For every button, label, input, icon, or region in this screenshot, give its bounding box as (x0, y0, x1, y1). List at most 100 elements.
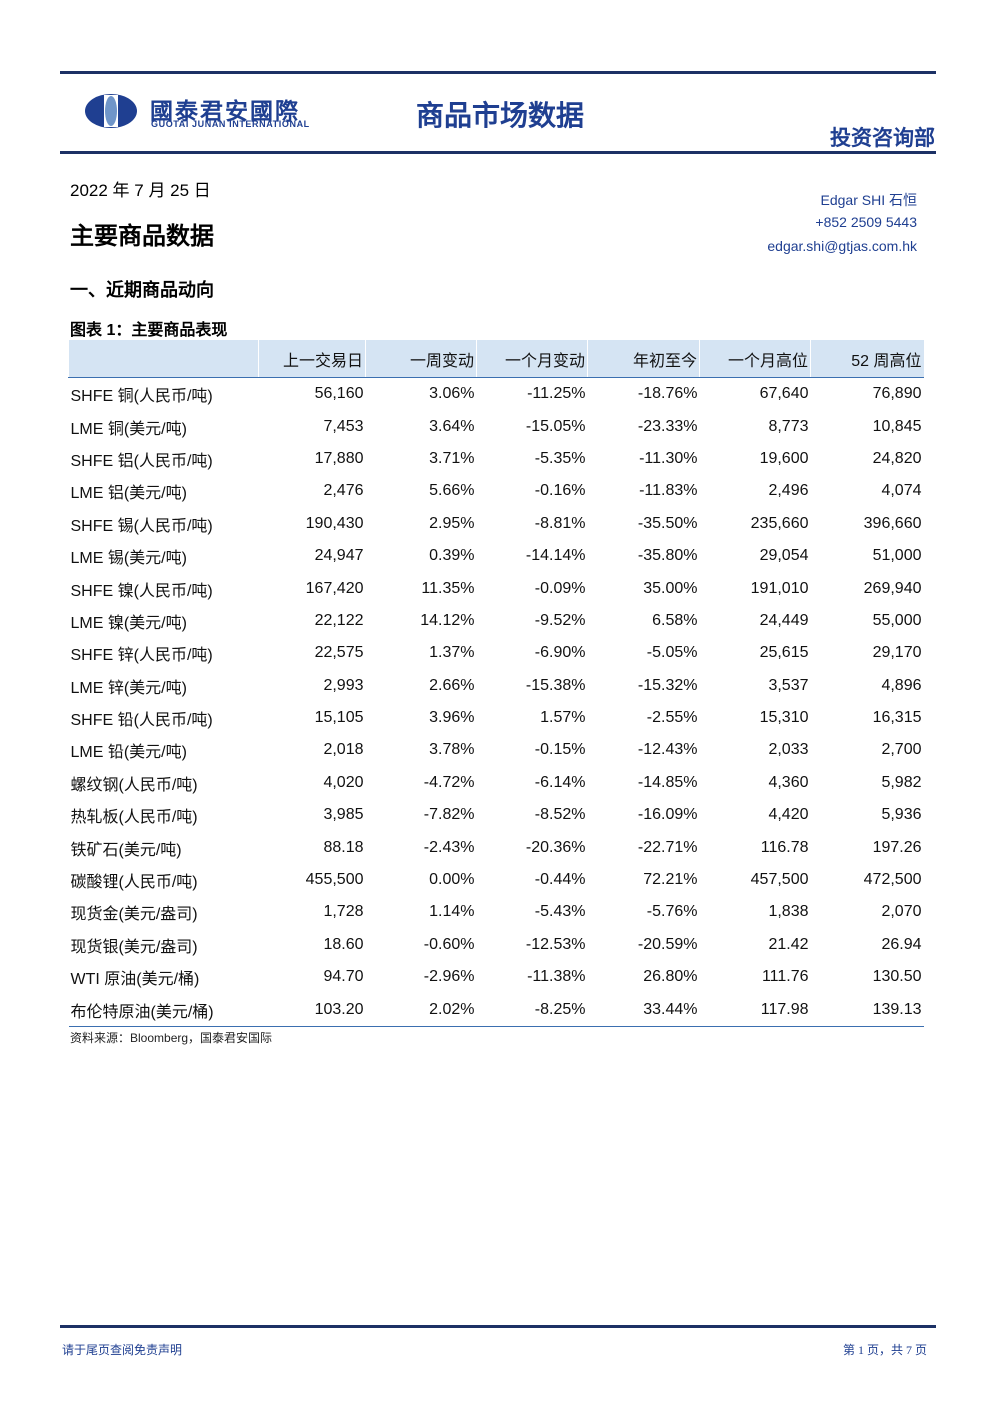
value-cell: 76,890 (872, 385, 922, 403)
value-cell: 1,838 (768, 903, 809, 921)
value-cell: 21.42 (768, 935, 809, 953)
value-cell: -0.15% (534, 741, 586, 759)
logo-mark (85, 94, 137, 128)
commodity-name: 布伦特原油(美元/桶) (68, 993, 259, 1027)
value-cell: 4,896 (881, 676, 922, 694)
value-cell: 11.35% (421, 579, 475, 597)
value-cell: 1.37% (429, 644, 475, 662)
value-cell: -12.43% (637, 741, 698, 759)
phone: +852 2509 5443 (815, 214, 917, 230)
value-cell: 2.95% (429, 514, 475, 532)
value-cell: 4,074 (881, 482, 922, 500)
table-row: LME 铜(美元/吨) 7,453 3.64% -15.05% -23.33% 8,773… (69, 410, 924, 442)
value-cell: 5,982 (881, 773, 922, 791)
value-cell: 0.39% (429, 547, 475, 565)
value-cell: -15.38% (525, 676, 586, 694)
value-cell: 472,500 (863, 871, 922, 889)
value-cell: -18.76% (637, 385, 698, 403)
value-cell: 1.57% (540, 709, 586, 727)
value-cell: 67,640 (759, 385, 809, 403)
header-cell-blank (68, 340, 259, 378)
value-cell: -0.09% (534, 579, 586, 597)
value-cell: -12.53% (525, 935, 586, 953)
value-cell: -2.96% (423, 968, 475, 986)
commodity-name: SHFE 铝(人民币/吨) (70, 452, 213, 470)
table-row: SHFE 铅(人民币/吨) 15,105 3.96% 1.57% -2.55% 15,31… (69, 702, 924, 734)
value-cell: 3.64% (429, 417, 475, 435)
disclaimer-note: 请于尾页查阅免责声明 (62, 1343, 183, 1357)
date: 2022 年 7 月 25 日 (70, 181, 211, 200)
value-cell: 1.14% (429, 903, 475, 921)
value-cell: 7,453 (323, 417, 364, 435)
table-row: 现货金(美元/盎司) 1,728 1.14% -5.43% -5.76% 1,838 2,0… (69, 896, 924, 928)
value-cell: 8,773 (768, 417, 809, 435)
commodity-name: LME 铝(美元/吨) (70, 485, 187, 503)
commodity-name: WTI 原油(美元/桶) (70, 971, 200, 989)
value-cell: 35.00% (643, 579, 698, 597)
value-cell: 3,985 (323, 806, 364, 824)
value-cell: -5.43% (534, 903, 586, 921)
table-row: LME 铅(美元/吨) 2,018 3.78% -0.15% -12.43% 2,033 2… (69, 734, 924, 766)
top-rule (60, 71, 936, 74)
value-cell: 3,537 (768, 676, 809, 694)
value-cell: 17,880 (314, 449, 364, 467)
table-row: LME 铝(美元/吨) 2,476 5.66% -0.16% -11.83% 2,496 4… (69, 475, 924, 507)
value-cell: 3.71% (429, 449, 475, 467)
report-title: 商品市场数据 (416, 100, 585, 131)
logo-cn: 國泰君安國際 (150, 98, 300, 124)
value-cell: 2,070 (881, 903, 922, 921)
table-row: SHFE 锡(人民币/吨) 190,430 2.95% -8.81% -35.50% 23… (69, 508, 924, 540)
commodity-name: LME 锡(美元/吨) (70, 550, 187, 568)
value-cell: 190,430 (305, 514, 364, 532)
value-cell: 0.00% (429, 871, 475, 889)
value-cell: 25,615 (759, 644, 809, 662)
value-cell: 455,500 (305, 871, 364, 889)
value-cell: -8.25% (476, 993, 588, 1027)
value-cell: 2,700 (881, 741, 922, 759)
commodity-name: SHFE 镍(人民币/吨) (70, 582, 213, 600)
table-row: SHFE 锌(人民币/吨) 22,575 1.37% -6.90% -5.05% 25,6… (69, 637, 924, 669)
value-cell: 2,476 (323, 482, 364, 500)
value-cell: 88.18 (323, 838, 364, 856)
table-row: SHFE 铜(人民币/吨) 56,160 3.06% -11.25% -18.76% 67… (69, 378, 924, 411)
header-cell: 52 周高位 (810, 340, 924, 378)
value-cell: 18.60 (323, 935, 364, 953)
value-cell: 191,010 (750, 579, 809, 597)
value-cell: 15,105 (314, 709, 364, 727)
value-cell: 130.50 (872, 968, 922, 986)
value-cell: -5.05% (646, 644, 698, 662)
value-cell: -2.55% (646, 709, 698, 727)
value-cell: -14.85% (637, 773, 698, 791)
value-cell: -5.35% (534, 449, 586, 467)
value-cell: 2,496 (768, 482, 809, 500)
table-row: 布伦特原油(美元/桶) 103.20 2.02% -8.25% 33.44% 117.98… (68, 993, 924, 1027)
section-title: 一、近期商品动向 (70, 280, 214, 300)
commodity-name: 现货金(美元/盎司) (70, 906, 198, 924)
table-row: 热轧板(人民币/吨) 3,985 -7.82% -8.52% -16.09% 4,420 5… (69, 799, 924, 831)
value-cell: -15.05% (525, 417, 586, 435)
value-cell: 2.66% (429, 676, 475, 694)
value-cell: -7.82% (423, 806, 475, 824)
value-cell: 2,033 (768, 741, 809, 759)
value-cell: 116.78 (760, 838, 809, 856)
value-cell: 4,420 (768, 806, 809, 824)
value-cell: 15,310 (759, 709, 809, 727)
value-cell: 5.66% (429, 482, 475, 500)
value-cell: 4,020 (323, 773, 364, 791)
value-cell: -20.59% (637, 935, 698, 953)
value-cell: 2,993 (323, 676, 364, 694)
value-cell: 29,054 (759, 547, 809, 565)
table-row: LME 锌(美元/吨) 2,993 2.66% -15.38% -15.32% 3,537… (69, 670, 924, 702)
header-row: 上一交易日 一周变动 一个月变动 年初至今 一个月高位 52 周高位 (68, 340, 924, 378)
table-row: 铁矿石(美元/吨) 88.18 -2.43% -20.36% -22.71% 116.78… (69, 831, 924, 863)
value-cell: 24,449 (759, 611, 809, 629)
value-cell: -5.76% (646, 903, 698, 921)
commodity-name: SHFE 铜(人民币/吨) (70, 388, 213, 406)
commodity-name: 铁矿石(美元/吨) (70, 841, 182, 859)
header-cell: 一个月高位 (699, 340, 811, 378)
value-cell: -8.81% (534, 514, 586, 532)
value-cell: -6.90% (534, 644, 586, 662)
table-row: SHFE 镍(人民币/吨) 167,420 11.35% -0.09% 35.00% 19… (69, 572, 924, 604)
value-cell: 94.70 (323, 968, 364, 986)
value-cell: 22,122 (314, 611, 364, 629)
